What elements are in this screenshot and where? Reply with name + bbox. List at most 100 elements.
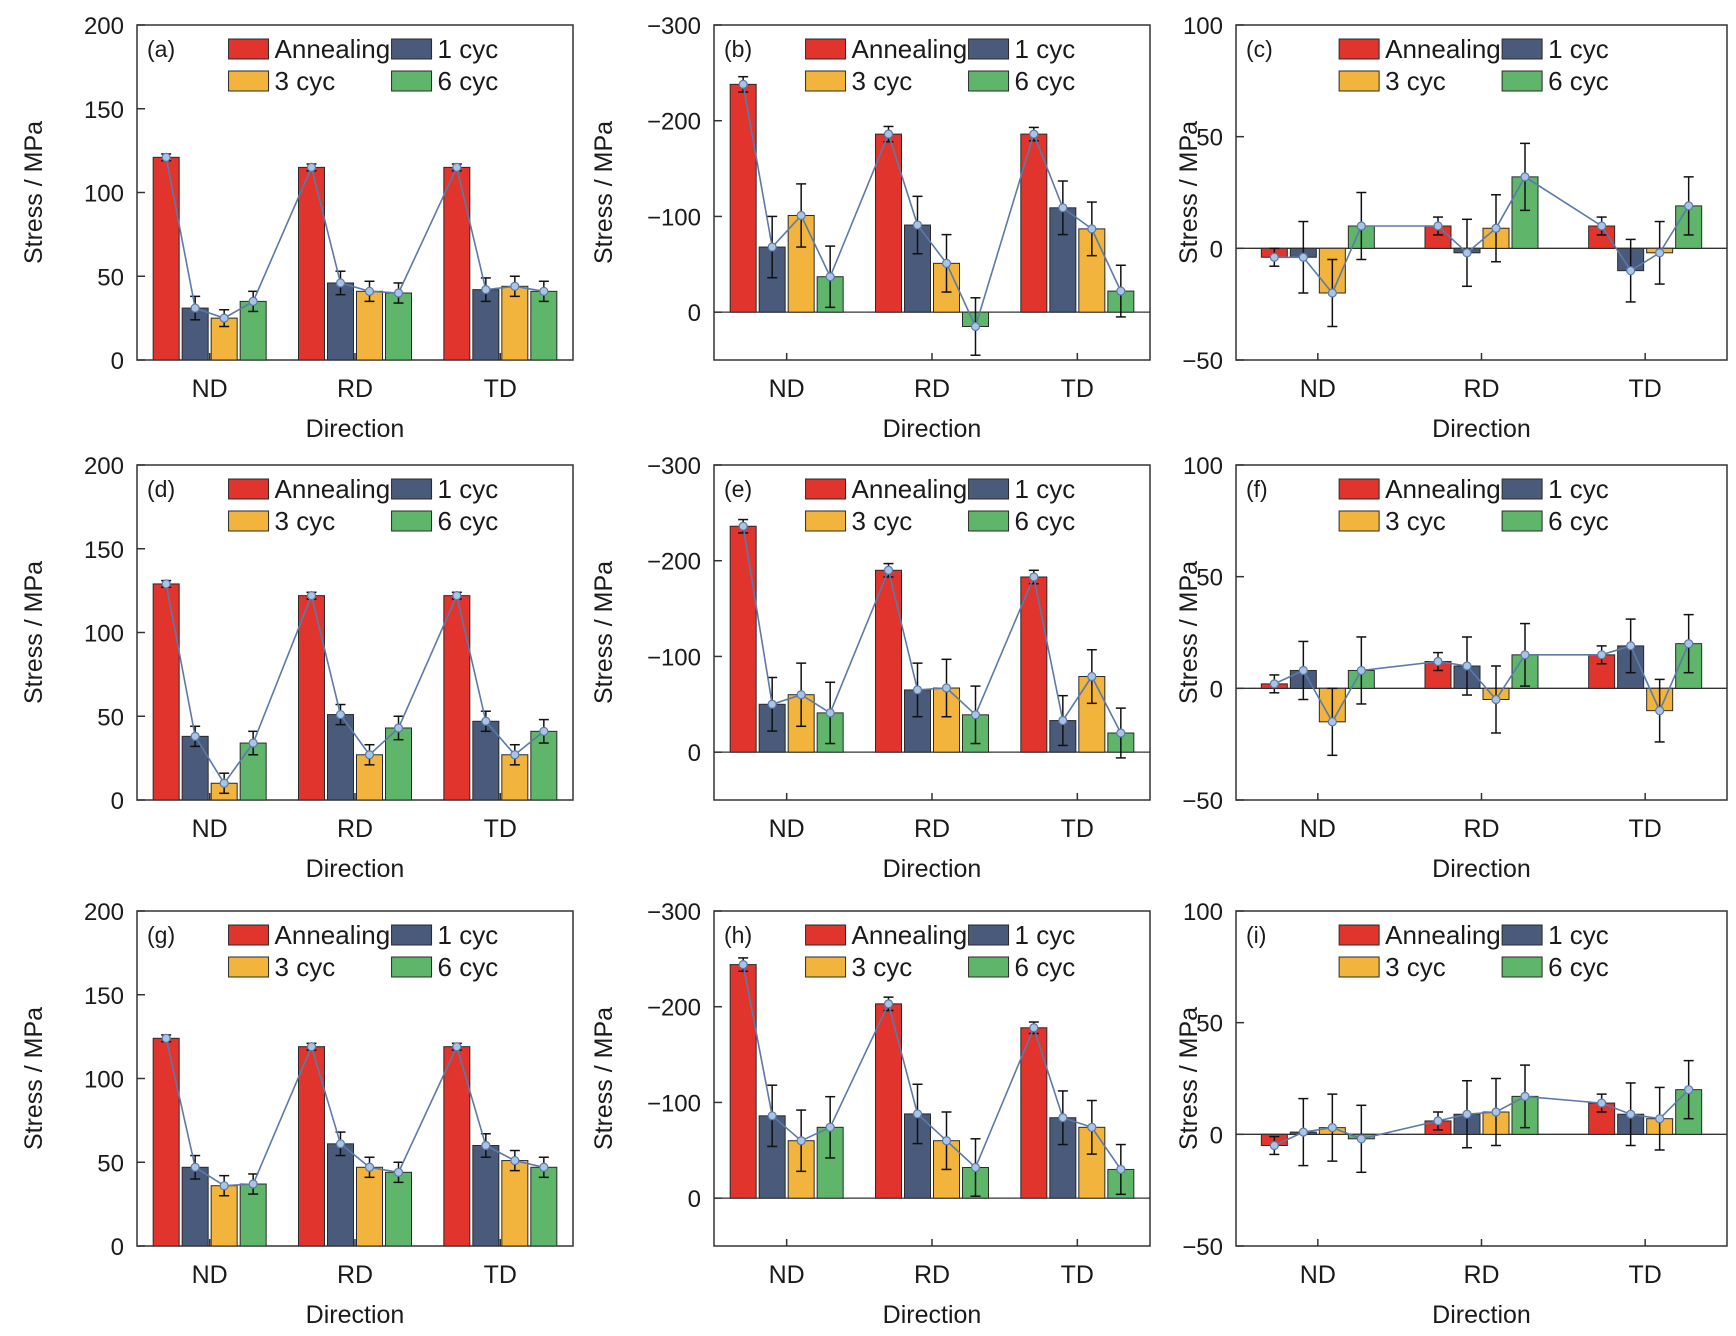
legend-swatch: [391, 70, 433, 92]
data-point: [1462, 661, 1472, 671]
legend-label: 1 cyc: [1548, 474, 1609, 504]
bar: [385, 292, 412, 361]
legend-label: 6 cyc: [1015, 952, 1076, 982]
data-point: [481, 1140, 491, 1151]
x-tick-label: ND: [1300, 815, 1336, 843]
legend-swatch: [391, 510, 433, 532]
legend-swatch: [391, 38, 433, 60]
bar: [530, 290, 558, 361]
y-axis-label: Stress / MPa: [20, 121, 48, 264]
data-point: [912, 1109, 923, 1119]
data-point: [1491, 223, 1501, 233]
data-point: [1087, 1122, 1097, 1132]
legend-swatch: [228, 510, 270, 532]
y-tick-label: −200: [647, 549, 701, 576]
y-tick-label: −100: [647, 204, 701, 231]
legend-label: 6 cyc: [1548, 506, 1609, 536]
trend-line: [165, 157, 544, 319]
y-tick-label: 50: [97, 1150, 124, 1177]
data-point: [767, 699, 777, 709]
bar: [501, 285, 529, 361]
y-tick-label: 0: [688, 1186, 701, 1213]
data-point: [1684, 201, 1694, 211]
x-tick-label: RD: [914, 375, 950, 403]
legend-swatch: [805, 70, 847, 92]
legend-label: 6 cyc: [438, 952, 499, 982]
panel-label: (h): [724, 922, 752, 948]
panel-e: −300 −200 −100 0 ND RD TD Direction Stress / MPa…: [590, 453, 1151, 883]
bar: [875, 569, 902, 753]
legend-label: 6 cyc: [438, 506, 499, 536]
data-point: [1597, 650, 1607, 660]
legend-swatch: [1501, 38, 1543, 60]
bar: [1049, 207, 1077, 313]
data-point: [1433, 1116, 1443, 1126]
y-tick-label: 0: [111, 348, 124, 375]
panel-d: 200 150 100 50 0 ND RD TD Direction Stress / MPa (…: [20, 453, 574, 883]
y-tick-label: −300: [647, 899, 701, 926]
y-tick-label: −200: [647, 995, 701, 1022]
legend-label: 1 cyc: [438, 474, 499, 504]
trend-line: [165, 583, 545, 785]
data-point: [1356, 1134, 1366, 1144]
legend-label: 3 cyc: [852, 66, 913, 96]
panel-label: (f): [1246, 476, 1268, 502]
legend-swatch: [805, 956, 847, 978]
bar: [152, 1037, 180, 1247]
legend-swatch: [1501, 478, 1543, 500]
data-point: [1298, 1127, 1308, 1137]
bar: [152, 156, 180, 361]
data-point: [796, 210, 806, 221]
y-tick-label: 100: [1183, 453, 1223, 480]
data-point: [1520, 172, 1530, 182]
bar: [472, 720, 500, 801]
y-tick-label: 200: [84, 13, 124, 40]
bar: [356, 290, 383, 361]
data-point: [970, 710, 981, 720]
x-tick-label: TD: [484, 1261, 517, 1289]
data-point: [364, 750, 375, 760]
x-axis-label: Direction: [883, 855, 982, 883]
legend-swatch: [968, 510, 1010, 532]
data-point: [161, 579, 171, 589]
trend-line: [742, 84, 1122, 329]
data-point: [1491, 694, 1501, 705]
y-tick-label: 200: [84, 899, 124, 926]
x-tick-label: ND: [1300, 375, 1336, 403]
data-point: [190, 303, 200, 313]
x-tick-label: ND: [192, 375, 228, 403]
legend-label: 3 cyc: [852, 506, 913, 536]
x-tick-label: RD: [337, 815, 373, 843]
legend-swatch: [228, 38, 270, 60]
panel-a: 200 150 100 50 0 ND RD TD Direction Stress / MPa (…: [20, 13, 574, 443]
data-point: [1269, 1140, 1279, 1151]
y-tick-label: −100: [647, 644, 701, 671]
y-tick-label: 50: [1196, 125, 1223, 152]
data-point: [510, 750, 520, 760]
data-point: [190, 1162, 200, 1172]
bar: [1020, 133, 1048, 313]
data-point: [1058, 203, 1068, 213]
bar: [729, 525, 757, 753]
legend-label: 3 cyc: [1385, 952, 1446, 982]
bar: [729, 964, 757, 1199]
legend-swatch: [968, 924, 1010, 946]
data-point: [1433, 656, 1443, 667]
y-tick-label: −100: [647, 1090, 701, 1117]
data-point: [825, 708, 835, 718]
data-point: [219, 1181, 229, 1191]
x-axis-label: Direction: [306, 855, 405, 883]
data-point: [1327, 288, 1337, 298]
y-tick-label: 100: [84, 621, 124, 648]
data-point: [1298, 665, 1308, 676]
data-point: [1116, 286, 1126, 296]
data-point: [1655, 248, 1665, 258]
y-axis-label: Stress / MPa: [590, 1007, 618, 1150]
panel-label: (a): [147, 36, 175, 62]
panel-label: (b): [724, 36, 752, 62]
bar: [1020, 1027, 1048, 1199]
legend-swatch: [228, 956, 270, 978]
x-axis-label: Direction: [883, 415, 982, 443]
y-tick-label: −200: [647, 109, 701, 136]
y-tick-label: 0: [1210, 1122, 1223, 1149]
